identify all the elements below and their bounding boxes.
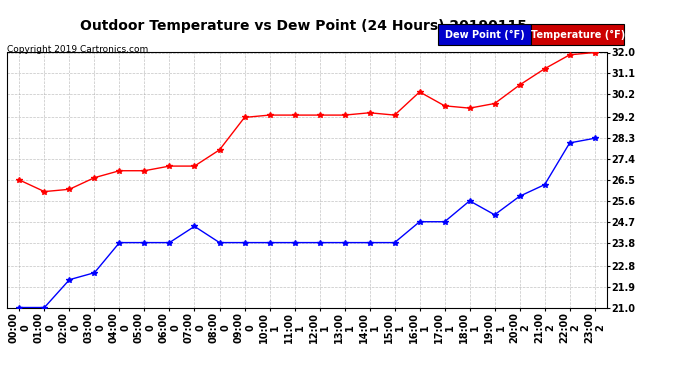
Text: Outdoor Temperature vs Dew Point (24 Hours) 20190115: Outdoor Temperature vs Dew Point (24 Hou… — [80, 19, 527, 33]
Text: Copyright 2019 Cartronics.com: Copyright 2019 Cartronics.com — [7, 45, 148, 54]
Text: Dew Point (°F): Dew Point (°F) — [445, 30, 524, 40]
Text: Temperature (°F): Temperature (°F) — [531, 30, 625, 40]
